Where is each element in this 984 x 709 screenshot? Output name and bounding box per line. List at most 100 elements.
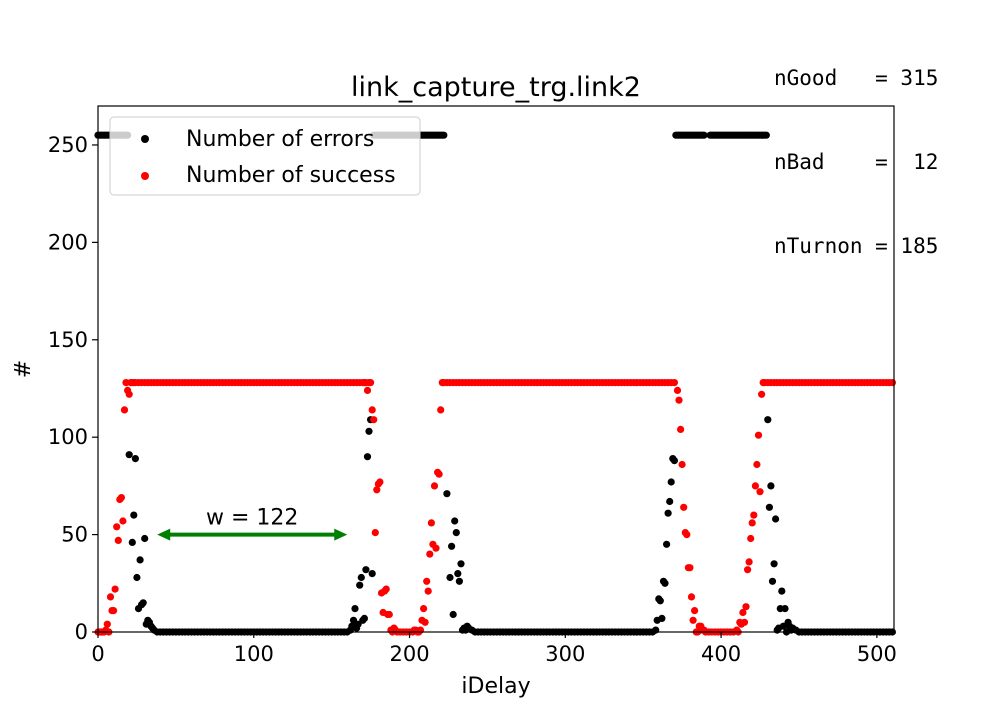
width-annotation: w = 122 [157,506,348,541]
data-point [781,605,789,613]
data-point [365,427,373,435]
data-point [371,529,379,537]
data-point [357,573,365,582]
legend: Number of errors Number of success [109,116,421,196]
data-point [120,406,129,414]
data-point [768,577,777,585]
annotation-label: w = 122 [206,506,298,531]
data-point [385,610,393,619]
data-point [687,593,696,601]
x-tick-label: 400 [701,642,741,666]
data-point [423,577,431,585]
x-axis-label: iDelay [461,674,530,699]
data-point [656,597,664,605]
stat-line-ngood: nGood = 315 [774,66,939,90]
legend-marker-success [141,172,149,180]
data-point [455,577,463,585]
data-point [376,478,384,486]
data-point [753,460,761,469]
y-tick-label: 0 [75,620,88,644]
data-point [382,585,390,593]
stat-line-nturnon: nTurnon = 185 [774,234,939,258]
data-point [125,451,133,459]
data-point [748,519,756,527]
data-point [750,511,758,519]
data-point [362,566,370,574]
data-point [448,542,456,550]
data-point [437,406,445,414]
data-point [356,581,364,589]
legend-label-errors: Number of errors [186,127,374,152]
data-point [360,614,368,623]
data-point [664,509,672,517]
data-point [666,497,674,506]
data-point [678,460,686,469]
data-point [426,550,434,558]
data-point [770,560,778,568]
x-tick-label: 200 [389,642,429,666]
data-point [745,558,753,566]
data-point [675,396,683,404]
data-point [772,515,780,523]
data-point [661,579,669,587]
data-point [673,386,682,394]
data-point [888,379,897,387]
data-point [747,534,755,543]
annotation-arrow-head-left [157,528,171,541]
data-point [440,131,448,139]
data-point [658,614,666,623]
data-point [363,453,372,461]
data-point [117,494,125,502]
data-point [742,603,750,611]
data-point [764,416,772,424]
data-point [130,511,138,519]
data-point [670,457,679,465]
legend-marker-errors [141,135,149,143]
y-axis-label: # [11,360,36,378]
data-point [119,517,127,525]
data-point [667,478,675,486]
data-point [368,406,376,414]
data-point [778,587,786,595]
x-tick-label: 100 [234,642,274,666]
data-point [663,540,671,548]
data-point [700,131,708,139]
data-point [110,607,118,615]
stats-box: nGood = 315 nBad = 12 nTurnon = 185 [774,8,938,288]
data-point [111,585,119,593]
data-point [758,390,766,398]
data-point [351,605,359,613]
y-tick-label: 50 [61,523,88,547]
data-point [686,564,694,572]
data-point [131,455,139,463]
data-point [113,523,121,531]
data-point [451,517,459,525]
data-point [106,593,115,601]
data-point [744,566,752,574]
data-point [421,618,429,626]
data-point [689,616,697,624]
x-tick-label: 500 [857,642,897,666]
data-point [740,618,749,626]
data-point [765,503,774,511]
y-tick-label: 250 [48,133,88,157]
data-point [125,390,133,398]
data-point [424,587,432,595]
data-point [435,470,443,478]
data-point [416,626,425,634]
data-point [670,379,679,387]
data-point [680,503,688,511]
data-point [762,131,770,139]
data-point [754,431,763,439]
data-point [367,379,375,387]
data-point [756,488,764,496]
chart-title: link_capture_trg.link2 [351,72,641,103]
data-point [363,386,372,394]
stat-line-nbad: nBad = 12 [774,150,939,174]
data-point [133,573,141,582]
data-point [443,490,451,498]
data-point [430,482,439,490]
data-point [368,570,376,578]
data-point [427,519,435,527]
